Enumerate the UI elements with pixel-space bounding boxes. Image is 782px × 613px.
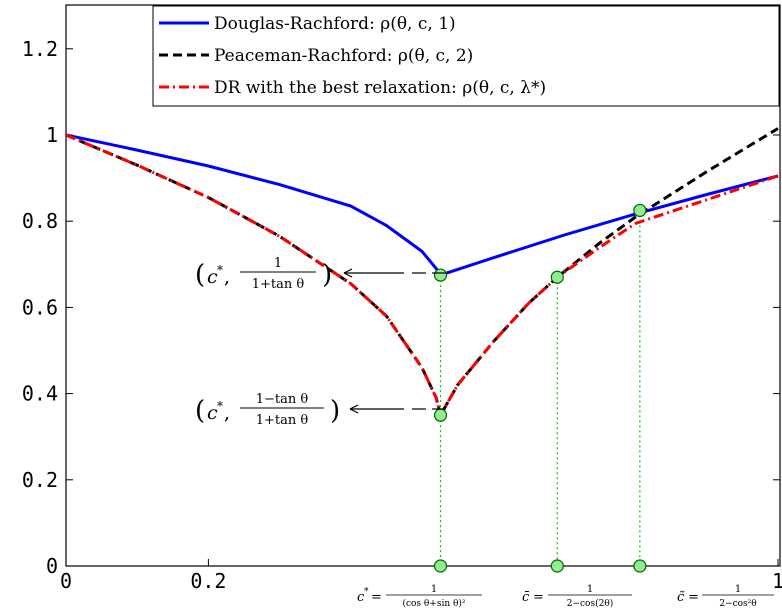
y-tick-label: 0.8 (22, 209, 58, 233)
svg-text:c: c (207, 402, 218, 424)
data-point-marker (633, 559, 647, 573)
svg-text:c̃: c̃ (677, 590, 685, 605)
svg-text:): ) (322, 260, 332, 290)
annotation-upper: ( c * , 1 1+tan θ ) (195, 256, 446, 292)
svg-text:*: * (217, 263, 223, 277)
svg-text:1: 1 (431, 584, 437, 595)
data-point-marker (433, 559, 448, 573)
svg-text:(: ( (195, 396, 205, 426)
svg-text:(: ( (195, 260, 205, 290)
legend-text-best: DR with the best relaxation: ρ(θ, c, λ*) (214, 78, 546, 98)
svg-text:*: * (364, 587, 369, 597)
series-line-douglas-rachford (66, 133, 779, 277)
svg-text:c̄: c̄ (522, 590, 530, 605)
svg-text:1−tan θ: 1−tan θ (256, 392, 309, 407)
y-tick-label: 1 (46, 123, 58, 147)
svg-text:=: = (371, 590, 382, 605)
svg-text:(cos θ+sin θ)²: (cos θ+sin θ)² (402, 598, 465, 609)
y-axis: 0 0.2 0.4 0.6 0.8 1 1.2 (22, 37, 780, 578)
legend-text-pr: Peaceman-Rachford: ρ(θ, c, 2) (214, 46, 473, 66)
y-tick-label: 0.2 (22, 468, 58, 492)
x-tick-label: 1 (772, 569, 782, 593)
data-point-marker (550, 559, 564, 573)
data-point-marker (633, 203, 647, 218)
svg-text:,: , (224, 402, 230, 424)
y-tick-label: 0 (46, 554, 58, 578)
data-point-marker (433, 408, 448, 422)
svg-text:2−cos(2θ): 2−cos(2θ) (567, 598, 614, 609)
svg-text:1: 1 (587, 584, 593, 595)
svg-text:1: 1 (274, 256, 282, 271)
x-label-c-star: c * = 1 (cos θ+sin θ)² (357, 584, 482, 609)
svg-text:c: c (357, 590, 365, 605)
svg-text:1+tan θ: 1+tan θ (252, 277, 305, 292)
svg-text:2−cos²θ: 2−cos²θ (719, 599, 756, 609)
svg-text:): ) (330, 396, 340, 426)
svg-text:1+tan θ: 1+tan θ (256, 413, 309, 428)
x-label-c-tilde: c̃ = 1 2−cos²θ (677, 584, 774, 609)
markers (433, 203, 647, 573)
legend-text-dr: Douglas-Rachford: ρ(θ, c, 1) (214, 14, 456, 34)
svg-text:c: c (207, 266, 218, 288)
x-tick-label: 0.2 (190, 569, 226, 593)
svg-text:*: * (217, 399, 223, 413)
data-point-marker (433, 268, 448, 282)
svg-text:=: = (688, 590, 699, 605)
annotation-lower: ( c * , 1−tan θ 1+tan θ ) (195, 392, 446, 428)
svg-text:=: = (533, 590, 544, 605)
y-tick-label: 0.6 (22, 295, 58, 319)
x-axis: 0 0.2 1 (60, 559, 782, 593)
x-label-c-bar: c̄ = 1 2−cos(2θ) (522, 584, 632, 609)
svg-text:,: , (224, 266, 230, 288)
y-tick-label: 1.2 (22, 37, 58, 61)
data-point-marker (550, 270, 564, 284)
legend: Douglas-Rachford: ρ(θ, c, 1) Peaceman-Ra… (152, 5, 780, 107)
svg-text:1: 1 (735, 584, 741, 595)
y-tick-label: 0.4 (22, 382, 58, 406)
x-tick-label: 0 (60, 569, 72, 593)
